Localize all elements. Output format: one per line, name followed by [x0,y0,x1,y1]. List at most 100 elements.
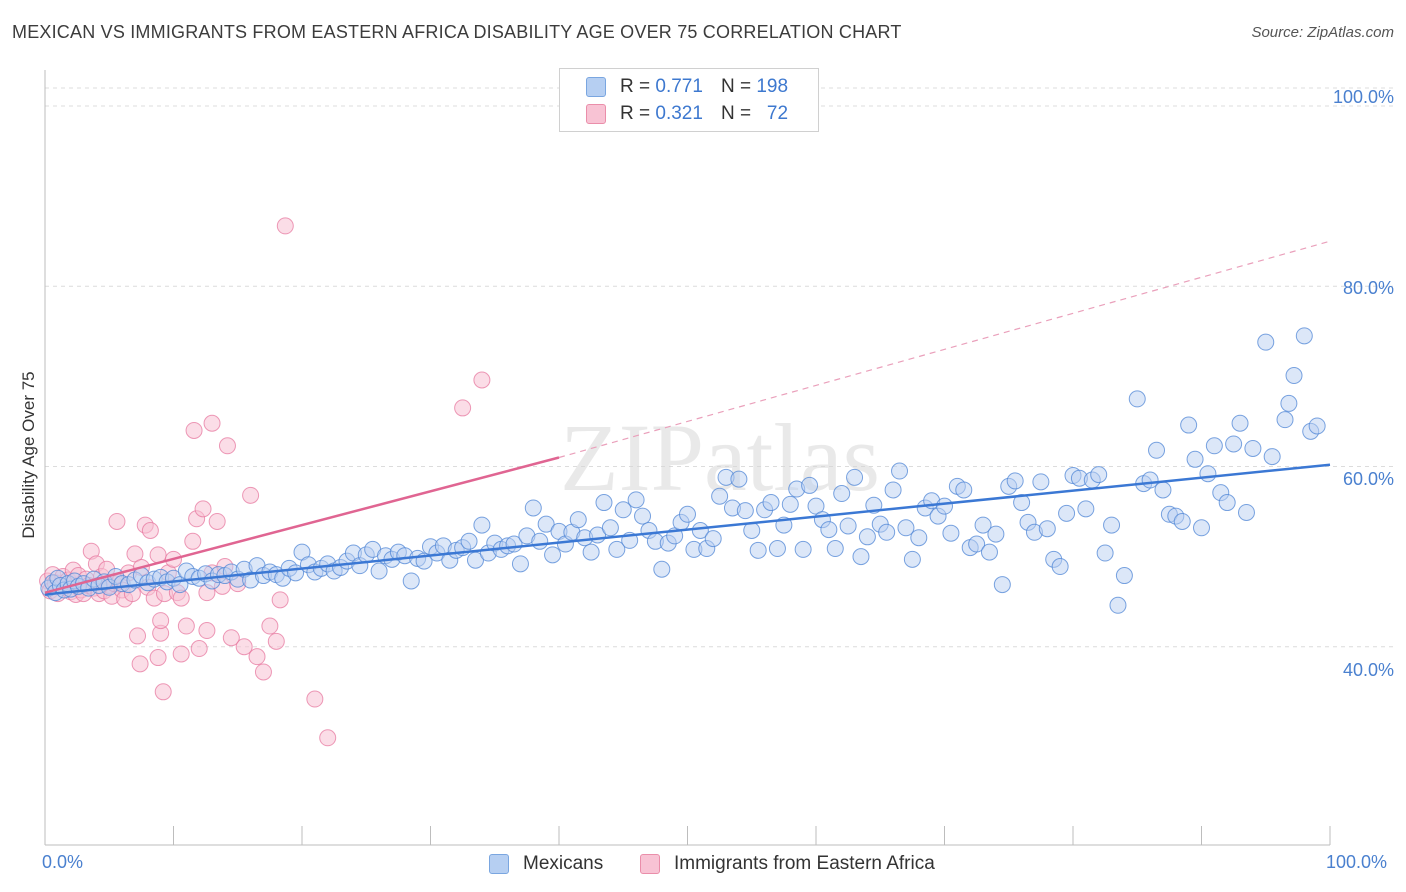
mexicans-point [1032,473,1050,491]
mexicans-point [1276,411,1294,429]
mexicans-point [1205,437,1223,455]
mexicans-point [691,521,709,539]
y-axis-label: Disability Age Over 75 [19,371,38,539]
mexicans-point [891,462,909,480]
mexicans-point [595,494,613,512]
mexicans-point [1193,519,1210,537]
mexicans-point [768,540,786,558]
eastern-africa-point [154,683,172,701]
mexicans-point [1051,558,1069,576]
eastern-africa-point [222,629,240,647]
r-label: R = [620,103,651,124]
mexicans-point [524,499,542,517]
mexicans-point [537,515,555,533]
eastern-africa-point [172,645,190,663]
eastern-africa-point [129,627,147,645]
mexicans-point [955,481,973,499]
eastern-africa-trend-line [44,456,560,594]
eastern-africa-point [271,591,289,609]
eastern-africa-point [141,521,159,539]
mexicans-point [993,576,1011,594]
eastern-africa-point [194,500,212,518]
source-label: Source: ZipAtlas.com [1251,24,1394,41]
mexicans-point [736,502,754,520]
mexicans-point [627,491,645,509]
mexicans-point [968,535,986,553]
eastern-africa-point [184,532,202,550]
r-label: R = [620,76,651,97]
y-tick-label: 100.0% [1332,87,1394,107]
eastern-africa-point [149,649,167,667]
x-tick-label: 0.0% [42,852,84,872]
eastern-africa-point [261,617,279,635]
eastern-africa-point [254,663,272,681]
eastern-africa-point [152,612,170,630]
eastern-africa-point [185,421,203,439]
bottom-legend-eastern-africa: Immigrants from Eastern Africa [640,852,935,876]
mexicans-point [1154,481,1172,499]
axes [44,70,1331,846]
n-value: 72 [766,103,789,124]
mexicans-point [614,501,632,519]
mexicans-point [1103,516,1121,534]
mexicans-point [1186,450,1204,468]
mexicans-point [544,546,562,564]
eastern-africa-point [203,414,221,432]
mexicans-point [942,524,960,542]
legend-label: Mexicans [523,853,604,874]
y-tick-label: 60.0% [1342,469,1394,489]
correlation-legend: R = 0.771 N = 198 R = 0.321 N = 72 [559,68,819,132]
mexicans-point [936,497,953,515]
mexicans-point [511,555,529,573]
x-tick-label: 100.0% [1326,852,1388,872]
mexicans-point [1013,494,1031,512]
trend-lines [44,240,1331,596]
mexicans-point [974,516,992,534]
mexicans-point [608,540,626,558]
mexicans-point [820,521,838,539]
mexicans-point [1096,544,1114,562]
bottom-legend-mexicans: Mexicans [489,852,603,876]
eastern-africa-point [108,512,126,530]
mexicans-point [1077,500,1095,518]
eastern-africa-point [242,486,260,504]
n-label: N = [720,76,752,97]
mexicans-point [846,468,864,486]
y-tick-label: 40.0% [1342,660,1394,680]
n-label: N = [720,103,752,124]
legend-swatch-blue [489,854,509,874]
mexicans-point [858,528,876,546]
mexicans-point [370,562,388,580]
eastern-africa-point [319,729,337,747]
legend-label: Immigrants from Eastern Africa [674,853,935,874]
eastern-africa-trend-extension [558,240,1331,459]
mexicans-point [704,530,722,548]
mexicans-point [903,550,921,568]
mexicans-point [1038,520,1056,538]
mexicans-point [730,470,748,488]
mexicans-point [1244,439,1262,457]
eastern-africa-point [473,371,491,389]
mexicans-point [460,532,478,550]
eastern-africa-point [208,512,226,530]
mexicans-point [749,541,767,559]
mexicans-point [1280,394,1298,412]
mexicans-point [1109,596,1127,614]
mexicans-point [1257,333,1275,351]
mexicans-point [1058,504,1076,522]
mexicans-trend-line [44,463,1331,596]
mexicans-point [1115,567,1133,585]
mexicans-point [762,494,780,512]
eastern-africa-point [248,648,266,666]
mexicans-point [910,529,928,547]
legend-swatch-pink [586,104,606,124]
eastern-africa-point [306,690,324,708]
mexicans-point [634,507,652,525]
mexicans-point [1180,416,1198,434]
mexicans-point [569,511,587,529]
eastern-africa-point [190,640,208,658]
mexicans-point [1308,417,1326,435]
mexicans-point [884,481,902,499]
mexicans-point [794,540,812,558]
y-tick-label: 80.0% [1342,278,1394,298]
